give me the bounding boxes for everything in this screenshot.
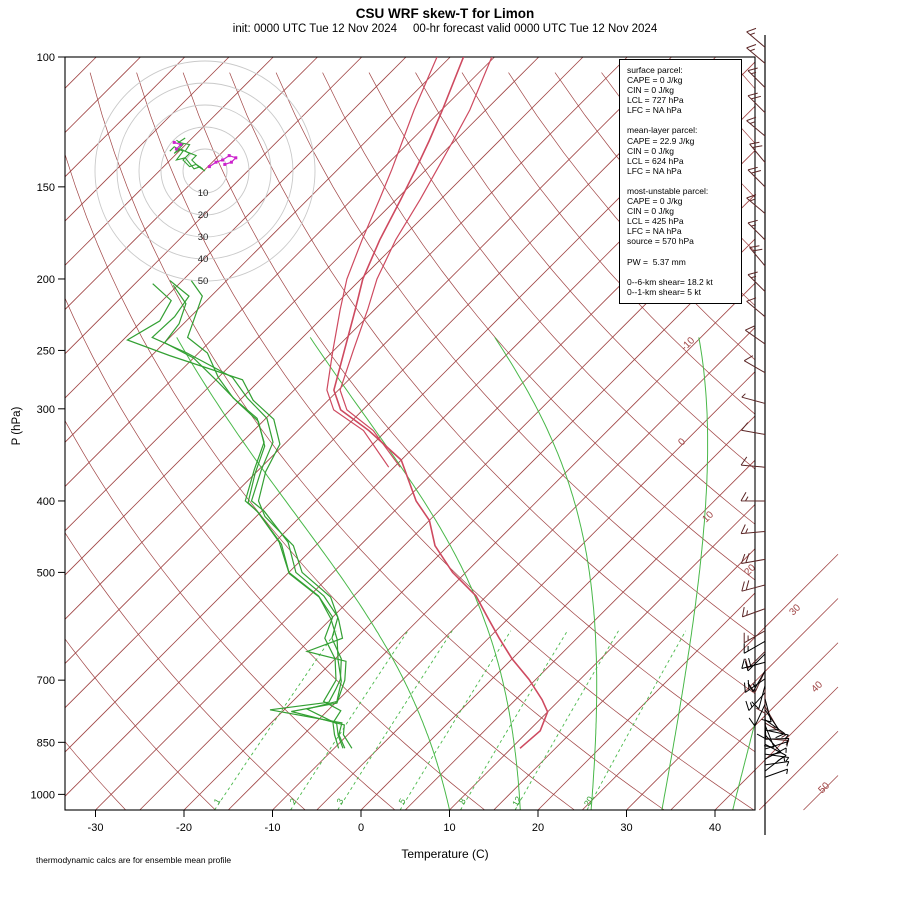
svg-text:30: 30 [198,232,209,243]
info-line: LCL = 425 hPa [627,216,684,227]
info-line: LCL = 727 hPa [627,95,684,106]
info-section-header: most-unstable parcel: [627,185,709,196]
svg-text:1: 1 [211,796,222,805]
svg-text:30: 30 [787,602,803,618]
svg-text:20: 20 [198,210,209,221]
mixing-ratio-lines [214,630,687,810]
chart-title: CSU WRF skew-T for Limon [355,6,535,21]
moist-adiabats [176,337,755,810]
wind-barbs [740,27,790,835]
info-section: surface parcel: CAPE = 0 J/kg CIN = 0 J/kg… [627,65,739,115]
info-line: CAPE = 22.9 J/kg [627,135,695,146]
info-line: source = 570 hPa [627,236,694,247]
temperature-tick-labels: -30 -20 -10 0 10 20 30 40 [88,810,721,834]
svg-text:30: 30 [620,822,632,834]
svg-text:400: 400 [37,496,55,508]
svg-text:850: 850 [37,737,55,749]
info-line: LFC = NA hPa [627,105,682,116]
pressure-tick-labels: 100 150 200 250 300 400 500 700 850 1000 [31,52,65,801]
svg-text:-10: -10 [265,822,281,834]
svg-text:50: 50 [816,780,832,796]
svg-text:20: 20 [742,562,758,578]
parcel-info-box: surface parcel: CAPE = 0 J/kg CIN = 0 J/kg… [619,59,742,304]
hodograph: 10 20 30 40 50 [94,60,316,287]
info-line: CIN = 0 J/kg [627,145,675,156]
info-section: most-unstable parcel: CAPE = 0 J/kg CIN = … [627,186,739,247]
svg-text:200: 200 [37,274,55,286]
svg-text:250: 250 [37,345,55,357]
isotherm-extensions [754,553,839,811]
info-line: LCL = 624 hPa [627,155,684,166]
info-section-header: surface parcel: [627,65,683,75]
svg-text:700: 700 [37,675,55,687]
svg-text:50: 50 [198,276,209,287]
svg-text:10: 10 [198,188,209,199]
info-section: PW = 5.37 mm [627,257,739,267]
svg-text:0: 0 [358,822,364,834]
svg-text:12: 12 [510,794,524,807]
sounding-profiles [126,57,549,749]
svg-text:20: 20 [532,822,544,834]
info-section-header: mean-layer parcel: [627,125,698,136]
info-line: LFC = NA hPa [627,226,682,237]
info-line: PW = 5.37 mm [627,256,686,267]
svg-text:40: 40 [198,254,209,265]
mixing-ratio-labels: 1 2 3 5 8 12 20 [211,794,595,807]
svg-text:100: 100 [37,52,55,64]
info-section: 0--6-km shear= 18.2 kt 0--1-km shear= 5 k… [627,277,739,297]
plot-frame [64,56,756,811]
svg-text:40: 40 [809,679,825,695]
svg-text:150: 150 [37,182,55,194]
svg-text:40: 40 [709,822,721,834]
info-line: CIN = 0 J/kg [627,85,675,96]
info-line: CIN = 0 J/kg [627,206,675,217]
x-axis-label: Temperature (C) [401,847,489,861]
svg-text:300: 300 [37,404,55,416]
svg-text:3: 3 [334,796,345,805]
info-section: mean-layer parcel: CAPE = 22.9 J/kg CIN = … [627,125,739,175]
svg-text:5: 5 [396,796,407,805]
svg-text:0: 0 [676,436,688,448]
info-line: CAPE = 0 J/kg [627,196,683,207]
y-axis-label: P (hPa) [11,406,23,446]
svg-text:-20: -20 [176,822,192,834]
footer-note: thermodynamic calcs are for ensemble mea… [36,855,232,865]
svg-text:20: 20 [582,794,596,807]
info-line: LFC = NA hPa [627,165,682,176]
svg-text:2: 2 [287,796,298,805]
svg-text:8: 8 [457,796,468,805]
info-line: 0--6-km shear= 18.2 kt [627,276,713,287]
chart-subtitle: init: 0000 UTC Tue 12 Nov 2024 00-hr for… [232,23,658,35]
svg-text:1000: 1000 [31,789,55,801]
svg-text:10: 10 [700,509,716,525]
svg-text:500: 500 [37,567,55,579]
info-line: 0--1-km shear= 5 kt [627,286,701,297]
svg-text:10: 10 [443,822,455,834]
svg-text:-10: -10 [679,335,697,353]
info-line: CAPE = 0 J/kg [627,75,683,86]
svg-text:-30: -30 [88,822,104,834]
